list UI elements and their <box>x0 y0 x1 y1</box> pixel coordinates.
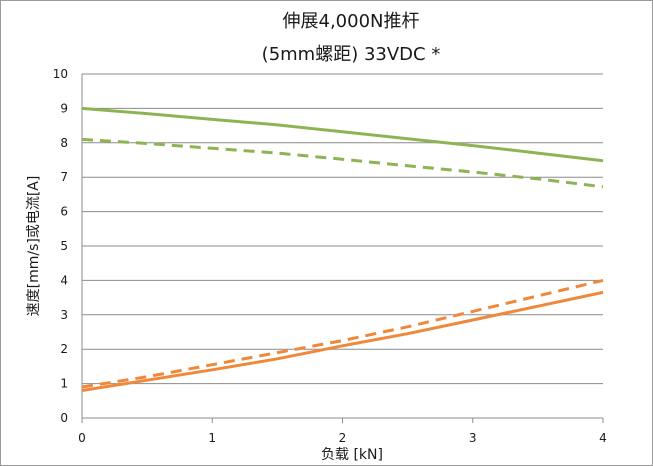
x-tick-label-3: 3 <box>469 431 477 445</box>
y-tick-label-3: 3 <box>60 308 68 322</box>
x-tick-label-1: 1 <box>208 431 216 445</box>
series-lines <box>81 106 604 392</box>
axes <box>81 74 604 423</box>
y-tick-label-7: 7 <box>60 170 68 184</box>
y-tick-label-5: 5 <box>60 239 68 253</box>
tick-labels: 0 1 2 3 4 5 6 7 8 9 10 0 1 2 3 4 <box>53 67 607 445</box>
y-tick-label-8: 8 <box>60 136 68 150</box>
y-tick-label-4: 4 <box>60 273 68 287</box>
y-tick-label-2: 2 <box>60 342 68 356</box>
y-tick-label-10: 10 <box>53 67 68 81</box>
x-tick-label-2: 2 <box>339 431 347 445</box>
y-axis-label: 速度[mm/s]或电流[A] <box>26 176 42 317</box>
gridlines <box>82 73 603 385</box>
x-axis-label: 负载 [kN] <box>321 447 383 463</box>
series-line-1-solid <box>81 106 604 163</box>
chart-title-line-2: (5mm螺距) 33VDC * <box>262 44 441 65</box>
series-line-4-dashed <box>81 278 604 389</box>
y-tick-label-0: 0 <box>60 411 68 425</box>
chart-title-line-1: 伸展4,000N推杆 <box>283 11 420 32</box>
x-tick-label-4: 4 <box>599 431 607 445</box>
y-tick-label-1: 1 <box>60 377 68 391</box>
y-tick-label-9: 9 <box>60 101 68 115</box>
x-tick-label-0: 0 <box>78 431 86 445</box>
series-line-2-dashed <box>81 137 604 189</box>
y-tick-label-6: 6 <box>60 205 68 219</box>
series-line-3-solid <box>81 290 604 392</box>
